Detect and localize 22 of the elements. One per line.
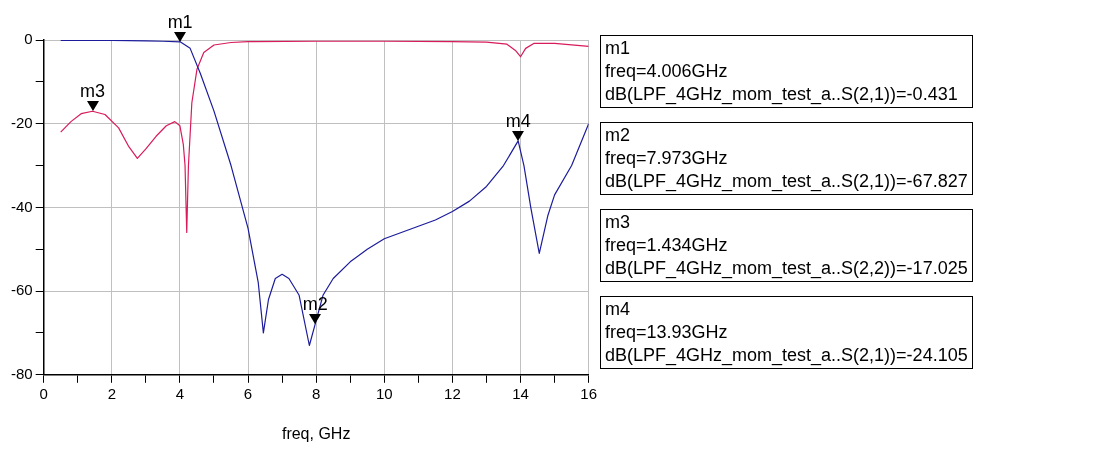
x-axis-title: freq, GHz [281,424,351,442]
x-tick-label: 0 [39,384,48,402]
annotation: m4 [505,110,531,131]
x-tick-label: 16 [580,384,597,402]
x-tick-label: 2 [107,384,116,402]
x-tick-label: 14 [512,384,529,402]
y-tick-label: -60 [10,281,33,299]
text: m3 freq=1.434GHz dB(LPF_4GHz_mom_test_a..S(2,2))=-17.025 [600,209,973,282]
x-tick-label: 12 [444,384,461,402]
annotation: m3 [80,81,106,102]
text: m1 freq=4.006GHz dB(LPF_4GHz_mom_test_a..S(2,1))=-0.431 [600,35,973,108]
y-tick-label: 0 [24,30,33,48]
y-tick-label: -40 [10,197,33,215]
text: m4 freq=13.93GHz dB(LPF_4GHz_mom_test_a..S(2,1))=-24.105 [600,296,973,369]
x-tick-label: 10 [375,384,393,402]
text: m2 freq=7.973GHz dB(LPF_4GHz_mom_test_a..S(2,1))=-67.827 [600,122,973,195]
y-tick-label: -80 [10,364,33,382]
x-tick-label: 4 [175,384,185,402]
y-tick-label: -20 [10,113,33,131]
x-tick-label: 6 [243,384,253,402]
annotation: m1 [167,11,193,32]
x-tick-label: 8 [312,384,321,402]
